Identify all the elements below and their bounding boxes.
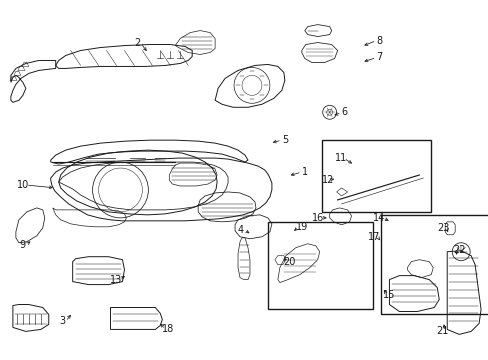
Bar — [267, 222, 372, 310]
Text: 6: 6 — [341, 107, 347, 117]
Bar — [321, 140, 430, 212]
Text: 11: 11 — [334, 153, 346, 163]
Text: 18: 18 — [162, 324, 174, 334]
Text: 10: 10 — [17, 180, 29, 190]
Text: 5: 5 — [281, 135, 287, 145]
Text: 20: 20 — [283, 257, 295, 267]
Text: 15: 15 — [383, 289, 395, 300]
Text: 12: 12 — [321, 175, 333, 185]
Text: 14: 14 — [373, 213, 385, 223]
Text: 7: 7 — [376, 53, 382, 63]
Text: 22: 22 — [452, 245, 465, 255]
Text: 19: 19 — [295, 222, 307, 232]
Text: 3: 3 — [60, 316, 65, 327]
Bar — [381, 215, 488, 315]
Text: 4: 4 — [238, 225, 244, 235]
Text: 21: 21 — [435, 327, 447, 336]
Text: 13: 13 — [110, 275, 122, 285]
Text: 17: 17 — [367, 232, 380, 242]
Text: 23: 23 — [436, 223, 448, 233]
Text: 1: 1 — [301, 167, 307, 177]
Text: 9: 9 — [20, 240, 26, 250]
Text: 8: 8 — [376, 36, 382, 46]
Text: 2: 2 — [134, 37, 140, 48]
Text: 16: 16 — [311, 213, 323, 223]
